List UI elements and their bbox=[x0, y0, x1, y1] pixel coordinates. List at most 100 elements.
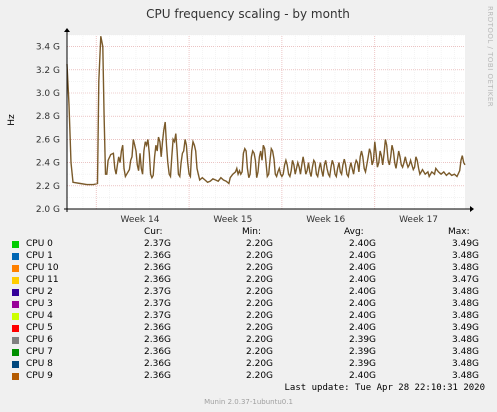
legend-min: 2.20G bbox=[246, 275, 274, 285]
rrdtool-credit: RRDTOOL / TOBI OETIKER bbox=[486, 6, 494, 108]
legend-cur: 2.36G bbox=[144, 371, 172, 381]
legend-avg: 2.40G bbox=[349, 311, 377, 321]
legend-avg: 2.40G bbox=[349, 299, 377, 309]
y-tick-label: 3.2 G bbox=[36, 66, 60, 76]
legend-name: CPU 10 bbox=[26, 263, 59, 273]
x-axis-ticks: Week 14 Week 15 Week 16 Week 17 bbox=[120, 215, 438, 225]
legend-name: CPU 7 bbox=[26, 347, 53, 357]
legend-name: CPU 8 bbox=[26, 359, 53, 369]
legend-avg: 2.40G bbox=[349, 275, 377, 285]
legend-min: 2.20G bbox=[246, 251, 274, 261]
legend-name: CPU 0 bbox=[26, 239, 53, 249]
x-tick-label: Week 15 bbox=[213, 215, 252, 225]
legend-cur: 2.36G bbox=[144, 359, 172, 369]
y-axis-ticks: 2.0 G 2.2 G 2.4 G 2.6 G 2.8 G 3.0 G 3.2 G 3.4 G bbox=[36, 43, 60, 215]
x-tick-label: Week 16 bbox=[306, 215, 345, 225]
legend-name: CPU 3 bbox=[26, 299, 53, 309]
legend-cur: 2.36G bbox=[144, 275, 172, 285]
header-cur: Cur: bbox=[144, 227, 163, 237]
y-tick-label: 3.4 G bbox=[36, 43, 60, 53]
chart: CPU frequency scaling - by month Hz 2.0 … bbox=[7, 7, 474, 225]
last-update: Last update: Tue Apr 28 22:10:31 2020 bbox=[284, 383, 485, 393]
legend-cur: 2.37G bbox=[144, 311, 172, 321]
x-tick-label: Week 14 bbox=[120, 215, 159, 225]
legend-name: CPU 6 bbox=[26, 335, 53, 345]
legend-cur: 2.36G bbox=[144, 263, 172, 273]
header-min: Min: bbox=[242, 227, 262, 237]
legend-swatch bbox=[12, 265, 19, 272]
y-tick-label: 2.2 G bbox=[36, 182, 60, 192]
legend-min: 2.20G bbox=[246, 335, 274, 345]
grid bbox=[67, 34, 465, 210]
y-axis-label: Hz bbox=[7, 114, 17, 126]
y-tick-label: 2.4 G bbox=[36, 159, 60, 169]
legend-cur: 2.37G bbox=[144, 287, 172, 297]
legend-avg: 2.39G bbox=[349, 347, 377, 357]
legend-swatch bbox=[12, 361, 19, 368]
legend-min: 2.20G bbox=[246, 287, 274, 297]
legend-cur: 2.36G bbox=[144, 251, 172, 261]
legend-avg: 2.40G bbox=[349, 251, 377, 261]
legend-max: 3.47G bbox=[452, 275, 480, 285]
chart-title: CPU frequency scaling - by month bbox=[146, 7, 350, 21]
legend-cur: 2.37G bbox=[144, 239, 172, 249]
legend-min: 2.20G bbox=[246, 239, 274, 249]
legend-max: 3.48G bbox=[452, 299, 480, 309]
legend-max: 3.49G bbox=[452, 323, 480, 333]
legend-swatch bbox=[12, 241, 19, 248]
legend-swatch bbox=[12, 301, 19, 308]
series-line bbox=[66, 36, 466, 186]
x-axis-arrow bbox=[470, 206, 474, 212]
legend-max: 3.48G bbox=[452, 371, 480, 381]
footer-version: Munin 2.0.37-1ubuntu0.1 bbox=[204, 398, 293, 406]
x-tick-label: Week 17 bbox=[399, 215, 438, 225]
legend-avg: 2.39G bbox=[349, 335, 377, 345]
header-max: Max: bbox=[448, 227, 470, 237]
legend-name: CPU 2 bbox=[26, 287, 53, 297]
legend-max: 3.48G bbox=[452, 335, 480, 345]
legend-swatch bbox=[12, 289, 19, 296]
legend-min: 2.20G bbox=[246, 311, 274, 321]
y-tick-label: 2.8 G bbox=[36, 112, 60, 122]
legend-min: 2.20G bbox=[246, 299, 274, 309]
legend-name: CPU 5 bbox=[26, 323, 53, 333]
legend-swatch bbox=[12, 349, 19, 356]
legend-cur: 2.36G bbox=[144, 323, 172, 333]
legend-name: CPU 9 bbox=[26, 371, 53, 381]
legend-cur: 2.36G bbox=[144, 347, 172, 357]
y-tick-label: 2.6 G bbox=[36, 135, 60, 145]
legend-max: 3.48G bbox=[452, 287, 480, 297]
legend-swatch bbox=[12, 337, 19, 344]
legend-name: CPU 4 bbox=[26, 311, 53, 321]
legend-max: 3.48G bbox=[452, 347, 480, 357]
legend-swatch bbox=[12, 325, 19, 332]
legend-cur: 2.37G bbox=[144, 299, 172, 309]
legend-max: 3.48G bbox=[452, 251, 480, 261]
y-tick-label: 3.0 G bbox=[36, 89, 60, 99]
legend-avg: 2.39G bbox=[349, 359, 377, 369]
legend-swatch bbox=[12, 373, 19, 380]
y-tick-label: 2.0 G bbox=[36, 205, 60, 215]
legend-max: 3.49G bbox=[452, 239, 480, 249]
legend-swatch bbox=[12, 313, 19, 320]
legend-min: 2.20G bbox=[246, 371, 274, 381]
legend-swatch bbox=[12, 277, 19, 284]
legend-min: 2.20G bbox=[246, 347, 274, 357]
legend-avg: 2.40G bbox=[349, 263, 377, 273]
legend-avg: 2.40G bbox=[349, 371, 377, 381]
legend-avg: 2.40G bbox=[349, 323, 377, 333]
legend-name: CPU 1 bbox=[26, 251, 53, 261]
legend-swatch bbox=[12, 253, 19, 260]
y-axis-arrow bbox=[64, 28, 70, 32]
legend-avg: 2.40G bbox=[349, 287, 377, 297]
legend-min: 2.20G bbox=[246, 359, 274, 369]
legend-max: 3.48G bbox=[452, 359, 480, 369]
legend-min: 2.20G bbox=[246, 263, 274, 273]
legend-min: 2.20G bbox=[246, 323, 274, 333]
legend-cur: 2.36G bbox=[144, 335, 172, 345]
legend-max: 3.48G bbox=[452, 263, 480, 273]
plot-area bbox=[67, 35, 465, 209]
legend-name: CPU 11 bbox=[26, 275, 59, 285]
legend-max: 3.48G bbox=[452, 311, 480, 321]
legend-avg: 2.40G bbox=[349, 239, 377, 249]
